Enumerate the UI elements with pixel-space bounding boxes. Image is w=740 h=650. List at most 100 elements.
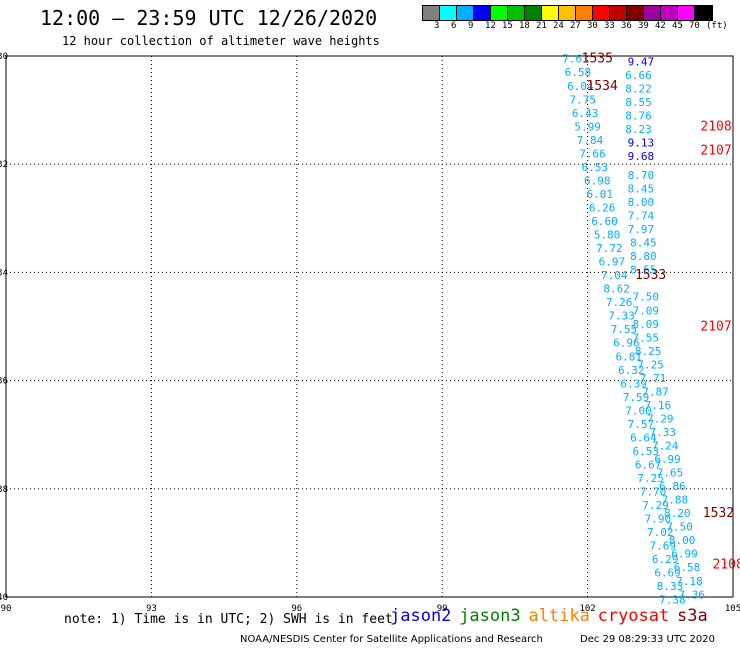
page-title: 12:00 – 23:59 UTC 12/26/2020 — [40, 6, 378, 30]
colorbar-label: 6 — [451, 21, 457, 31]
wave-height-label: 6.58 — [674, 561, 701, 574]
wave-height-label: 7.33 — [608, 310, 635, 323]
wave-height-label: 8.70 — [628, 169, 655, 182]
wave-height-label: 6.43 — [572, 107, 599, 120]
pass-time-label: 2107 — [700, 144, 731, 159]
colorbar-label: 15 — [502, 21, 513, 31]
credit-line: NOAA/NESDIS Center for Satellite Applica… — [240, 634, 543, 645]
wave-height-label: 6.66 — [625, 69, 652, 82]
y-tick-label: -36 — [0, 377, 8, 387]
x-tick-label: 102 — [579, 604, 595, 614]
pass-time-label: 1534 — [586, 79, 617, 94]
colorbar-label: 9 — [468, 21, 474, 31]
wave-height-label: 6.67 — [635, 458, 662, 471]
legend-s3a: s3a — [677, 606, 708, 626]
wave-height-label: 8.20 — [664, 507, 691, 520]
wave-height-label: 6.26 — [589, 201, 616, 214]
wave-height-label: 6.39 — [620, 377, 647, 390]
wave-height-label: 7.87 — [642, 385, 669, 398]
colorbar-label: (ft) — [706, 21, 728, 31]
wave-height-label: 7.24 — [652, 440, 679, 453]
wave-height-label: 7.75 — [570, 93, 597, 106]
colorbar-swatch — [542, 6, 559, 20]
pass-time-label: 2107 — [700, 320, 731, 335]
colorbar-label: 27 — [570, 21, 581, 31]
wave-height-label: 8.45 — [630, 237, 657, 250]
wave-height-label: 7.69 — [649, 540, 676, 553]
wave-height-label: 6.01 — [586, 188, 613, 201]
wave-height-label: 6.81 — [616, 350, 643, 363]
wave-height-label: 7.16 — [645, 399, 672, 412]
wave-height-label: 8.00 — [628, 196, 655, 209]
colorbar-label: 33 — [604, 21, 615, 31]
wave-height-colorbar — [422, 5, 713, 21]
colorbar-label: 12 — [485, 21, 496, 31]
wave-height-label: 7.38 — [659, 594, 686, 607]
legend-altika: altika — [528, 606, 590, 626]
wave-height-label: 7.33 — [649, 426, 676, 439]
legend-jason3: jason3 — [459, 606, 521, 626]
wave-height-label: 7.59 — [623, 391, 650, 404]
wave-height-label: 7.18 — [676, 575, 703, 588]
wave-height-label: 8.76 — [625, 110, 652, 123]
wave-height-label: 8.55 — [625, 96, 652, 109]
wave-height-label: 8.62 — [603, 283, 630, 296]
wave-height-label: 6.60 — [591, 215, 618, 228]
wave-height-label: 7.57 — [628, 418, 655, 431]
wave-height-label: 7.50 — [633, 291, 660, 304]
wave-height-label: 6.58 — [565, 66, 592, 79]
wave-height-label: 6.99 — [654, 453, 681, 466]
pass-time-label: 2108 — [700, 119, 731, 134]
colorbar-label: 36 — [621, 21, 632, 31]
wave-height-label: 9.13 — [628, 137, 655, 150]
colorbar-swatch — [491, 6, 508, 20]
wave-height-label: 7.84 — [577, 134, 604, 147]
colorbar-label: 21 — [536, 21, 547, 31]
colorbar-label: 24 — [553, 21, 564, 31]
colorbar-swatch — [644, 6, 661, 20]
pass-time-label: 1535 — [582, 52, 613, 67]
colorbar-swatch — [610, 6, 627, 20]
wave-height-label: 6.99 — [671, 548, 698, 561]
colorbar-swatch — [440, 6, 457, 20]
colorbar-label: 45 — [672, 21, 683, 31]
wave-height-label: 7.36 — [679, 588, 706, 601]
wave-height-label: 7.97 — [628, 223, 655, 236]
footnote: note: 1) Time is in UTC; 2) SWH is in fe… — [64, 612, 393, 627]
wave-height-label: 7.00 — [625, 404, 652, 417]
colorbar-swatch — [576, 6, 593, 20]
wave-height-label: 6.86 — [659, 480, 686, 493]
wave-height-label: 6.69 — [654, 567, 681, 580]
colorbar-swatch — [593, 6, 610, 20]
wave-height-label: 8.22 — [625, 82, 652, 95]
wave-height-label: 8.80 — [630, 250, 657, 263]
wave-height-label: 6.53 — [582, 161, 609, 174]
wave-height-label: 8.25 — [635, 345, 662, 358]
generated-date: Dec 29 08:29:33 UTC 2020 — [580, 634, 715, 645]
wave-height-label: 6.32 — [618, 364, 645, 377]
wave-height-label: 6.29 — [652, 553, 679, 566]
legend-jason2: jason2 — [390, 606, 452, 626]
colorbar-swatch — [627, 6, 644, 20]
legend-cryosat: cryosat — [597, 606, 670, 626]
wave-height-label: 7.02 — [647, 526, 674, 539]
wave-height-label: 7.55 — [633, 331, 660, 344]
pass-time-label: 1533 — [635, 268, 666, 283]
wave-height-label: 9.47 — [628, 55, 655, 68]
colorbar-swatch — [661, 6, 678, 20]
wave-height-label: 8.23 — [625, 123, 652, 136]
wave-height-label: 7.88 — [662, 494, 689, 507]
colorbar-label: 70 — [689, 21, 700, 31]
colorbar-swatch — [423, 6, 440, 20]
x-tick-label: 96 — [291, 604, 302, 614]
wave-height-label: 8.33 — [657, 580, 684, 593]
x-tick-label: 90 — [1, 604, 12, 614]
wave-height-label: 7.50 — [666, 521, 693, 534]
colorbar-swatch — [508, 6, 525, 20]
wave-height-label: 7.71 — [640, 372, 667, 385]
wave-height-label: 7.74 — [628, 210, 655, 223]
wave-height-label: 5.99 — [574, 120, 601, 133]
wave-height-label: 7.26 — [606, 296, 633, 309]
x-tick-label: 105 — [725, 604, 740, 614]
